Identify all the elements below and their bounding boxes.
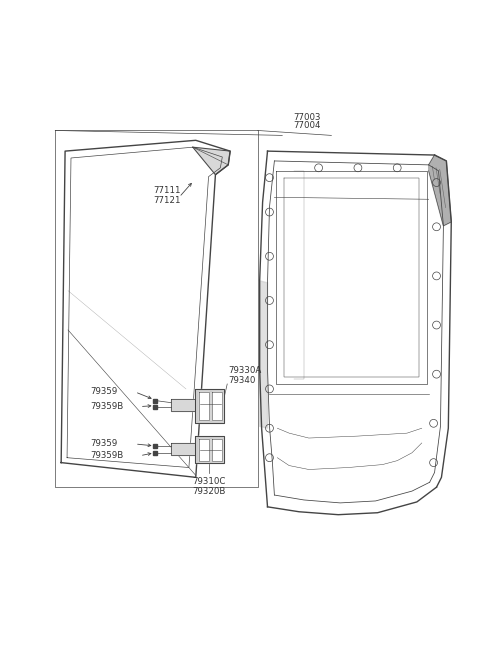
Polygon shape [193,147,230,175]
Polygon shape [213,439,222,460]
Text: 79320B: 79320B [192,487,225,496]
Text: 77003: 77003 [293,113,321,122]
Text: 79359: 79359 [91,440,118,449]
Text: 79310C: 79310C [192,477,225,487]
Polygon shape [213,392,222,421]
Text: 77121: 77121 [154,196,181,205]
Polygon shape [199,392,208,421]
Polygon shape [195,389,224,423]
Text: 79359B: 79359B [91,402,124,411]
Text: 79340: 79340 [228,376,255,385]
Polygon shape [171,399,195,411]
Text: 77111: 77111 [154,186,181,195]
Text: 79359: 79359 [91,387,118,396]
Polygon shape [199,439,208,460]
Polygon shape [429,155,451,226]
Text: 77004: 77004 [293,121,321,130]
Text: 79359B: 79359B [91,451,124,460]
Polygon shape [171,443,195,455]
Text: 79330A: 79330A [228,366,262,375]
Polygon shape [195,436,224,462]
Polygon shape [260,281,267,428]
